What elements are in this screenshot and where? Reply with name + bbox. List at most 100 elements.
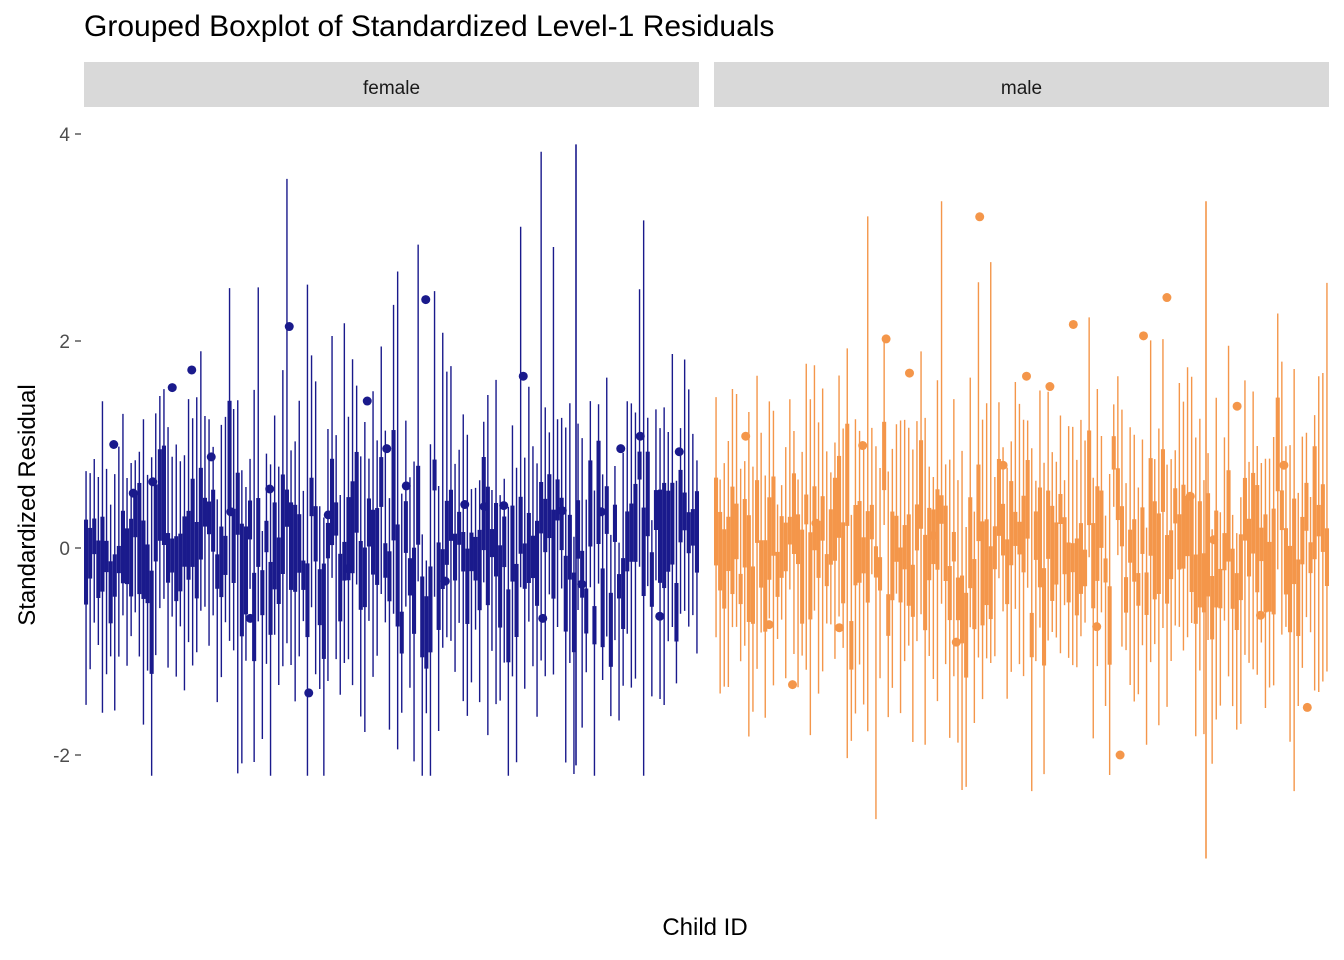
box <box>207 501 212 535</box>
outlier-point <box>616 444 626 454</box>
box <box>366 498 371 547</box>
outlier-point <box>1045 382 1055 392</box>
box <box>1099 490 1104 548</box>
box <box>629 503 634 562</box>
outlier-point <box>421 295 431 305</box>
box <box>145 544 150 604</box>
box <box>841 522 846 604</box>
box <box>996 458 1001 536</box>
box <box>289 502 294 590</box>
box <box>1001 503 1006 556</box>
outlier-point <box>1209 535 1219 545</box>
box <box>902 525 907 570</box>
box <box>923 534 928 631</box>
box <box>621 558 626 629</box>
box <box>1255 485 1260 593</box>
box <box>750 566 755 624</box>
box <box>1267 541 1272 612</box>
box <box>580 550 585 598</box>
box <box>1009 481 1014 566</box>
box <box>535 520 540 606</box>
box <box>125 528 130 585</box>
outlier-point <box>499 501 509 511</box>
box <box>775 551 780 597</box>
box <box>498 545 503 628</box>
box <box>506 589 511 663</box>
outlier-point <box>1092 622 1102 632</box>
box <box>1148 458 1153 556</box>
box <box>530 535 535 579</box>
box <box>235 472 240 535</box>
outlier-point <box>951 637 961 647</box>
box <box>1242 477 1247 541</box>
box <box>800 529 805 624</box>
box <box>1046 490 1051 559</box>
box <box>354 451 359 533</box>
box <box>886 594 891 636</box>
box <box>465 548 470 624</box>
box <box>190 478 195 567</box>
box <box>674 583 679 642</box>
outlier-point <box>811 518 821 528</box>
box <box>906 514 911 606</box>
box <box>682 492 687 531</box>
box <box>120 510 125 584</box>
box <box>92 518 97 555</box>
box <box>1058 494 1063 524</box>
outlier-point <box>557 506 567 516</box>
box <box>824 554 829 587</box>
box <box>1185 495 1190 557</box>
box <box>88 527 93 579</box>
box <box>383 543 388 578</box>
box <box>268 561 273 635</box>
box <box>1300 516 1305 565</box>
box <box>1210 576 1215 640</box>
box <box>178 533 183 592</box>
box <box>738 573 743 605</box>
box <box>1279 490 1284 531</box>
box <box>1029 612 1034 658</box>
box <box>239 523 244 637</box>
box <box>276 537 281 604</box>
box <box>1271 508 1276 615</box>
y-tick-label: 2 <box>59 332 70 353</box>
box <box>645 451 650 537</box>
outlier-point <box>382 444 392 454</box>
box <box>1177 514 1182 570</box>
box <box>1308 542 1313 574</box>
box <box>407 558 412 596</box>
box <box>690 509 695 546</box>
box <box>317 569 322 626</box>
box <box>108 561 113 624</box>
facet-strip-label: male <box>1001 78 1042 99</box>
box <box>1296 559 1301 637</box>
box <box>424 596 429 669</box>
box <box>1238 534 1243 601</box>
box <box>1152 501 1157 600</box>
box <box>763 540 768 632</box>
box <box>1066 542 1071 603</box>
outlier-point <box>245 613 255 623</box>
box <box>485 486 490 606</box>
box <box>1078 523 1083 594</box>
box <box>260 570 265 616</box>
box <box>440 549 445 589</box>
outlier-point <box>905 368 914 378</box>
box <box>812 486 817 551</box>
outlier-point <box>1256 610 1265 620</box>
outlier-point <box>1068 319 1078 329</box>
box <box>510 505 515 582</box>
box <box>1247 518 1252 577</box>
outlier-point <box>401 481 411 491</box>
box <box>153 484 158 562</box>
box <box>227 400 232 510</box>
box <box>182 516 187 567</box>
outlier-point <box>362 396 372 406</box>
box <box>379 457 384 507</box>
box <box>1160 449 1165 512</box>
outlier-point <box>479 502 489 512</box>
box <box>1165 535 1170 604</box>
outlier-point <box>881 334 891 344</box>
box <box>346 497 351 581</box>
box <box>555 479 560 521</box>
